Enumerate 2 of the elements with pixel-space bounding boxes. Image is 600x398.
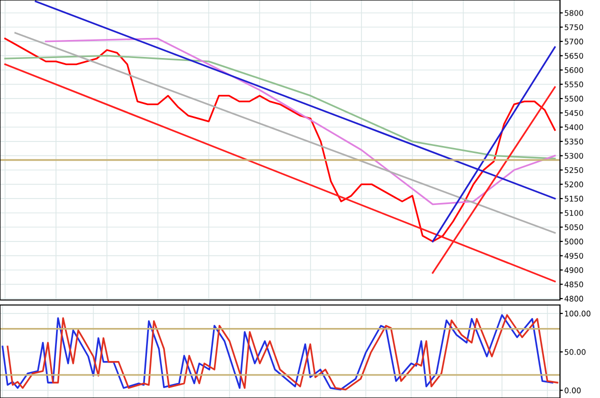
line-series (44, 38, 556, 206)
line-series (4, 54, 556, 160)
